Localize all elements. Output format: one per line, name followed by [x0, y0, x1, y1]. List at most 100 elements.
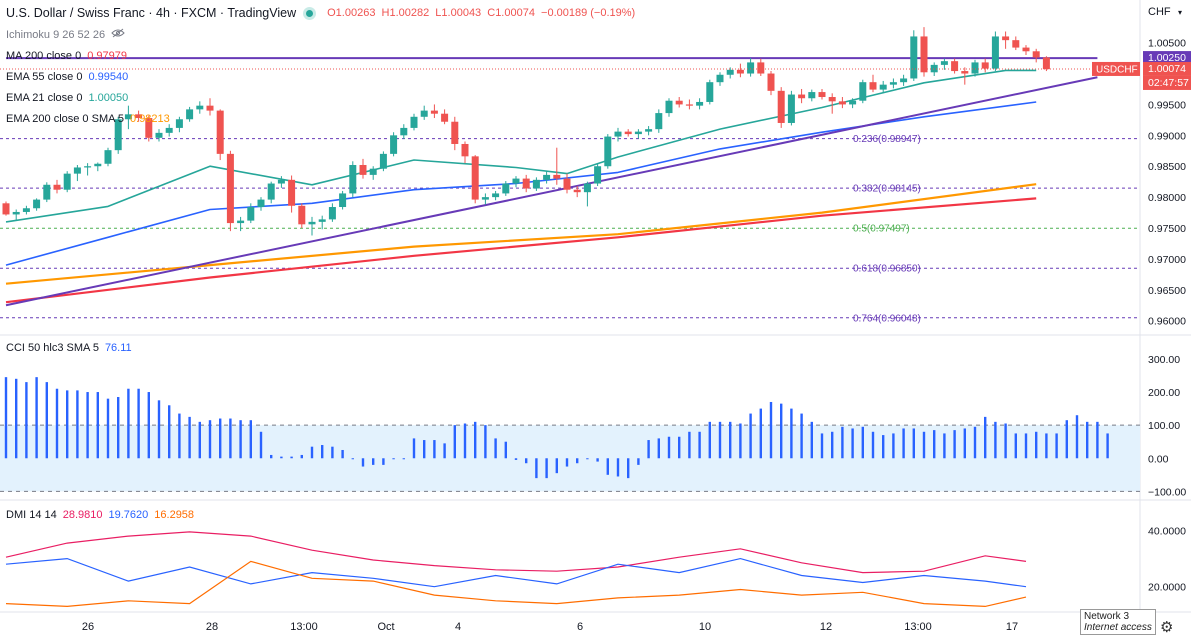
cci-bar — [1035, 431, 1038, 459]
candle-body — [1002, 36, 1010, 41]
cci-bar — [688, 431, 691, 459]
ohlc-low: L1.00043 — [435, 7, 482, 19]
cci-bar — [45, 382, 48, 459]
cci-bar — [667, 436, 671, 459]
cci-bar — [198, 421, 201, 459]
candle-body — [961, 71, 969, 74]
cci-label: CCI 50 hlc3 SMA 5 — [6, 342, 99, 354]
cci-bar — [851, 428, 854, 459]
dmi-legend[interactable]: DMI 14 14 28.9810 19.7620 16.2958 — [6, 509, 194, 521]
cci-bar — [912, 428, 915, 459]
candle-body — [328, 207, 336, 220]
cci-band — [0, 424, 1140, 492]
cci-bar — [290, 456, 293, 459]
cci-bar — [35, 377, 38, 459]
price-tick: 0.97000 — [1148, 254, 1186, 266]
dmi-minus-line — [5, 557, 1027, 588]
candle-body — [257, 199, 265, 208]
candle-body — [400, 127, 408, 136]
indicator-value: 0.99540 — [88, 71, 129, 83]
cci-bar — [229, 418, 232, 459]
indicator-legend-ichimoku[interactable]: Ichimoku 9 26 52 26 — [6, 28, 125, 41]
cci-bar — [300, 454, 303, 459]
time-tick: 10 — [699, 621, 711, 633]
cci-bar — [1075, 415, 1079, 459]
cci-bar — [433, 440, 436, 459]
cci-bar — [504, 441, 507, 459]
candle-body — [1032, 51, 1040, 58]
candle-body — [624, 131, 632, 135]
cci-tick: 300.00 — [1148, 354, 1180, 366]
cci-bar — [790, 408, 793, 459]
cci-bar — [769, 401, 773, 459]
cci-bar — [127, 388, 130, 459]
candle-body — [655, 113, 663, 130]
cci-bar — [361, 458, 365, 467]
indicator-legend-ema21[interactable]: EMA 21 close 0 1.00050 — [6, 92, 128, 104]
cci-bar — [820, 433, 824, 459]
candle-body — [757, 62, 765, 74]
cci-bar — [882, 435, 885, 459]
network-access: Internet access — [1084, 622, 1152, 633]
candle-body — [818, 92, 826, 98]
cci-bar — [443, 443, 446, 459]
indicator-value: 0.97979 — [87, 50, 127, 62]
candle-body — [53, 184, 61, 190]
candle-body — [553, 174, 561, 179]
candle-body — [583, 183, 591, 193]
candle-body — [696, 101, 704, 106]
cci-bar — [831, 431, 834, 459]
candle-body — [145, 118, 153, 138]
time-axis[interactable]: 26 28 13:00 Oct 4 6 10 12 13:00 17 — [82, 621, 1018, 633]
time-tick: 12 — [820, 621, 832, 633]
cci-bar — [973, 426, 977, 459]
gear-icon[interactable]: ⚙ — [1160, 619, 1174, 636]
cci-value: 76.11 — [104, 342, 132, 354]
cci-band-fill — [0, 425, 1140, 492]
cci-bar — [627, 458, 630, 479]
cci-bar — [994, 421, 997, 459]
cci-bar — [372, 458, 375, 465]
cci-bar — [759, 408, 762, 459]
candle-body — [226, 153, 234, 224]
candle-body — [359, 164, 367, 175]
candle-body — [706, 82, 714, 102]
indicator-legend-ema200[interactable]: EMA 200 close 0 SMA 5 0.98213 — [6, 113, 170, 125]
candle-body — [73, 167, 81, 174]
dmi-lines — [5, 531, 1027, 608]
dmi-plus-value: 28.9810 — [62, 509, 103, 521]
cci-legend[interactable]: CCI 50 hlc3 SMA 5 76.11 — [6, 342, 132, 354]
cci-bar — [423, 440, 426, 459]
cci-bar — [25, 382, 28, 459]
indicator-legend-ma200[interactable]: MA 200 close 0 0.97979 — [6, 50, 127, 62]
candle-body — [84, 166, 92, 168]
candle-body — [675, 100, 683, 105]
cci-bar — [474, 421, 477, 459]
candle-body — [879, 84, 887, 90]
candle-body — [808, 92, 816, 99]
fib-label: 0.618(0.96850) — [853, 264, 921, 275]
cci-bar — [392, 458, 395, 460]
candle-body — [339, 193, 347, 208]
cci-bar — [1004, 423, 1007, 459]
cci-bar — [576, 458, 579, 464]
chevron-down-icon: ▾ — [1178, 8, 1182, 17]
candle-body — [288, 179, 296, 206]
candle-body — [736, 69, 744, 74]
cci-bar — [1014, 433, 1017, 459]
adx-line — [5, 560, 1027, 608]
cci-bar — [76, 390, 79, 459]
trendline-price-label-bg — [1143, 51, 1191, 66]
indicator-legend-ema55[interactable]: EMA 55 close 0 0.99540 — [6, 71, 128, 83]
candle-body — [33, 199, 41, 209]
cci-bar — [1096, 421, 1099, 459]
eye-slash-icon[interactable] — [111, 28, 125, 41]
cci-bar — [219, 418, 222, 459]
cci-tick: 200.00 — [1148, 387, 1180, 399]
cci-bar — [280, 456, 283, 459]
cci-bar — [708, 421, 711, 459]
candle-body — [175, 119, 183, 128]
symbol-title[interactable]: U.S. Dollar / Swiss Franc · 4h · FXCM · … — [6, 6, 297, 20]
price-axis[interactable]: CHF ▾ 1.00500 0.99500 0.99000 0.98500 0.98000 0… — [1148, 6, 1186, 594]
